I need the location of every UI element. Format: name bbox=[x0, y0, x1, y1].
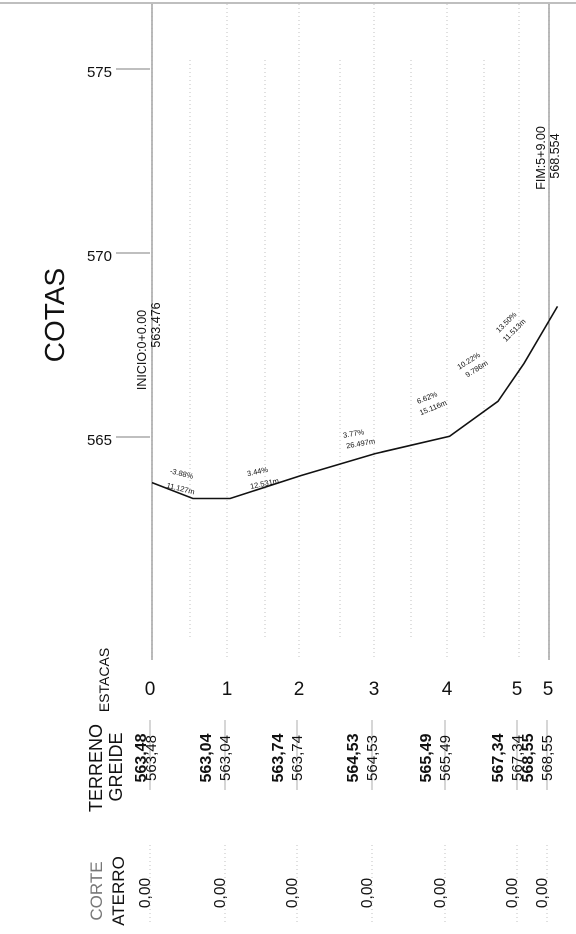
terreno-value: 568,55 bbox=[520, 733, 537, 782]
corte-aterro-value: 0,00 bbox=[504, 878, 521, 909]
profile-line bbox=[151, 305, 559, 500]
station-number: 0 bbox=[145, 679, 156, 700]
y-tick-label-575: 575 bbox=[87, 64, 112, 81]
greide-value: 567,34 bbox=[509, 735, 526, 781]
corte-aterro-value: 0,00 bbox=[284, 878, 301, 909]
greide-value: 565,49 bbox=[437, 735, 454, 781]
greide-value: 568,55 bbox=[539, 735, 556, 781]
end-elevation-label: 568.554 bbox=[548, 133, 562, 178]
corte-aterro-value: 0,00 bbox=[137, 878, 154, 909]
greide-value: 564,53 bbox=[364, 735, 381, 781]
y-tick-label-565: 565 bbox=[87, 432, 112, 449]
row-header-aterro: ATERRO bbox=[109, 856, 128, 926]
row-header-greide: GREIDE bbox=[106, 732, 126, 801]
grid-layer bbox=[151, 4, 550, 660]
station-number: 1 bbox=[222, 679, 233, 700]
greide-value: 563,04 bbox=[217, 735, 234, 781]
terreno-value: 567,34 bbox=[490, 733, 507, 782]
terreno-value: 563,74 bbox=[270, 733, 287, 782]
y-tick-label-570: 570 bbox=[87, 248, 112, 265]
terreno-value: 563,04 bbox=[198, 733, 215, 782]
x-axis-label: ESTACAS bbox=[96, 648, 112, 712]
greide-value: 563,74 bbox=[289, 735, 306, 781]
station-number: 2 bbox=[294, 679, 305, 700]
segment-length-label: 12.531m bbox=[249, 476, 279, 491]
row-header-terreno: TERRENO bbox=[86, 724, 106, 812]
segment-grade-label: 3.77% bbox=[342, 427, 365, 440]
terreno-value: 565,49 bbox=[418, 733, 435, 782]
corte-aterro-value: 0,00 bbox=[212, 878, 229, 909]
greide-value: 563,48 bbox=[143, 735, 160, 781]
segment-grade-label: -3.88% bbox=[169, 466, 195, 481]
station-number: 4 bbox=[442, 679, 453, 700]
start-station-label: INICIO:0+0.00 bbox=[135, 310, 149, 390]
y-ticks-layer bbox=[116, 68, 150, 438]
end-station-label: FIM:5+9.00 bbox=[534, 126, 548, 190]
segment-grade-label: 3.44% bbox=[246, 465, 269, 478]
station-number: 5 bbox=[512, 679, 523, 700]
start-elevation-label: 563.476 bbox=[149, 302, 163, 347]
terreno-value: 563,48 bbox=[133, 733, 150, 782]
row-header-corte: CORTE bbox=[87, 861, 106, 920]
station-number: 5 bbox=[543, 679, 554, 700]
corte-aterro-value: 0,00 bbox=[432, 878, 449, 909]
corte-aterro-value: 0,00 bbox=[359, 878, 376, 909]
station-number: 3 bbox=[369, 679, 380, 700]
terreno-value: 564,53 bbox=[345, 733, 362, 782]
corte-aterro-value: 0,00 bbox=[534, 878, 551, 909]
y-axis-label: COTAS bbox=[39, 268, 70, 362]
